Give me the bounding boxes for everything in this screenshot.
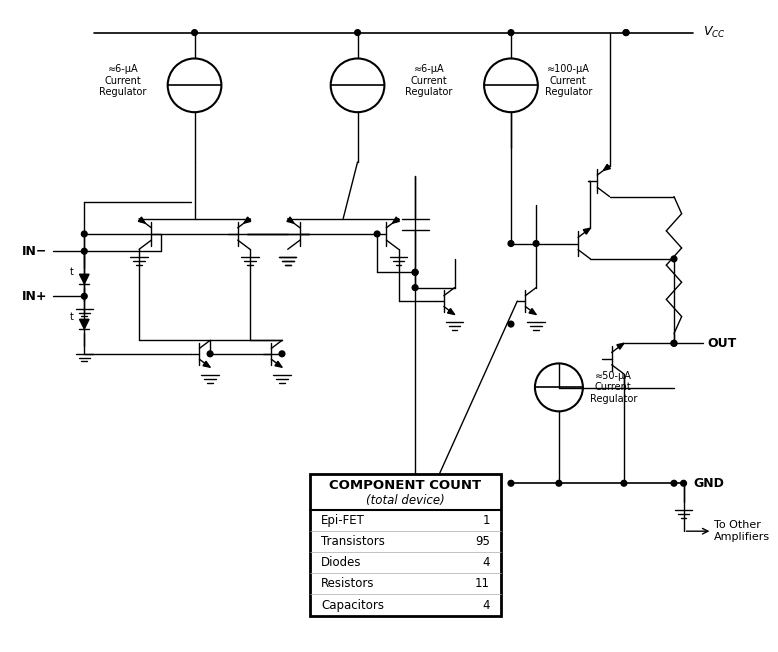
Text: ≈6-μA
Current
Regulator: ≈6-μA Current Regulator [100, 64, 146, 97]
Text: Capacitors: Capacitors [321, 599, 384, 612]
Circle shape [671, 340, 677, 346]
Text: Diodes: Diodes [321, 556, 362, 569]
Circle shape [508, 481, 513, 486]
Circle shape [508, 241, 513, 246]
Text: IN+: IN+ [22, 289, 47, 303]
Text: ≈50-μA
Current
Regulator: ≈50-μA Current Regulator [590, 371, 637, 404]
Text: (total device): (total device) [366, 494, 445, 507]
Text: Transistors: Transistors [321, 535, 385, 548]
Circle shape [508, 30, 513, 35]
Text: IN−: IN− [22, 244, 47, 258]
Polygon shape [244, 217, 251, 223]
Circle shape [207, 351, 213, 357]
Circle shape [621, 481, 627, 486]
Polygon shape [275, 361, 282, 367]
Bar [310, 473, 501, 615]
Text: 95: 95 [475, 535, 490, 548]
Circle shape [355, 30, 360, 35]
Circle shape [556, 481, 562, 486]
Text: 1: 1 [482, 514, 490, 527]
Circle shape [671, 340, 677, 346]
Text: OUT: OUT [707, 337, 737, 349]
Polygon shape [584, 228, 591, 234]
Circle shape [374, 231, 380, 237]
Text: Resistors: Resistors [321, 578, 375, 591]
Text: ≈6-μA
Current
Regulator: ≈6-μA Current Regulator [405, 64, 453, 97]
Circle shape [671, 481, 677, 486]
Text: t: t [70, 267, 74, 277]
Circle shape [533, 241, 539, 246]
Text: 11: 11 [475, 578, 490, 591]
Circle shape [279, 351, 285, 357]
Circle shape [508, 321, 513, 327]
Circle shape [82, 248, 87, 254]
Circle shape [412, 285, 418, 291]
Polygon shape [604, 164, 611, 170]
Polygon shape [79, 319, 89, 329]
Circle shape [623, 30, 629, 35]
Circle shape [82, 293, 87, 299]
Text: 4: 4 [482, 556, 490, 569]
Circle shape [82, 231, 87, 237]
Polygon shape [203, 361, 210, 367]
Text: t: t [70, 312, 74, 322]
Circle shape [412, 269, 418, 275]
Text: Epi-FET: Epi-FET [321, 514, 365, 527]
Circle shape [191, 30, 198, 35]
Text: ≈100-μA
Current
Regulator: ≈100-μA Current Regulator [545, 64, 592, 97]
Polygon shape [287, 217, 294, 223]
Text: COMPONENT COUNT: COMPONENT COUNT [329, 479, 482, 492]
Polygon shape [617, 343, 624, 349]
Circle shape [681, 481, 686, 486]
Polygon shape [79, 274, 89, 284]
Polygon shape [392, 217, 399, 223]
Polygon shape [138, 217, 145, 223]
Polygon shape [447, 308, 454, 314]
Text: To Other
Amplifiers: To Other Amplifiers [714, 520, 770, 542]
Circle shape [623, 30, 629, 35]
Circle shape [671, 256, 677, 261]
Circle shape [412, 269, 418, 275]
Text: GND: GND [693, 477, 724, 490]
Text: 4: 4 [482, 599, 490, 612]
Text: $V_{CC}$: $V_{CC}$ [703, 25, 725, 40]
Polygon shape [529, 308, 536, 314]
